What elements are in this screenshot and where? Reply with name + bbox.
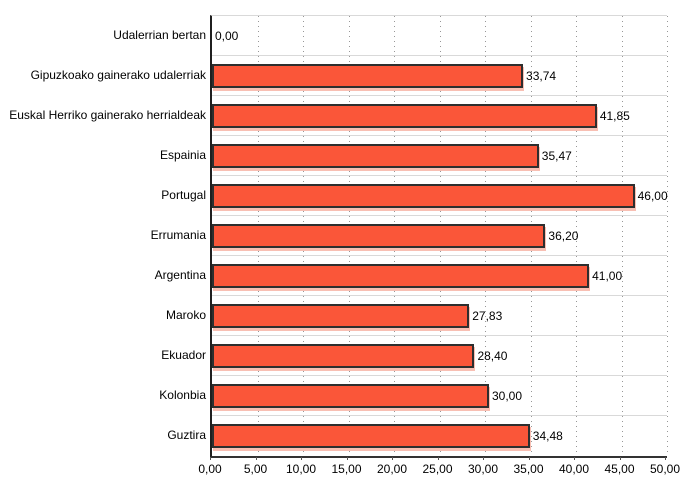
value-label: 30,00: [492, 388, 523, 403]
category-label: Euskal Herriko gainerako herrialdeak: [9, 108, 206, 122]
chart-row: 35,47: [212, 136, 667, 176]
x-tick-mark: [392, 457, 393, 460]
bar: [212, 143, 539, 168]
x-tick-mark: [574, 457, 575, 460]
bar: [212, 383, 489, 408]
chart-row: 41,85: [212, 96, 667, 136]
value-label: 33,74: [526, 68, 557, 83]
category-label: Ekuador: [161, 348, 206, 362]
chart-row: 41,00: [212, 256, 667, 296]
x-tick-label: 40,00: [558, 462, 590, 476]
bar: [212, 263, 590, 288]
x-tick-label: 10,00: [285, 462, 317, 476]
value-label: 46,00: [637, 188, 668, 203]
category-label: Espainia: [159, 148, 206, 162]
gridline: [667, 16, 668, 456]
plot-area: 0,00 33,74 41,85 35,47 46,00 36,20 41,00 27,83 2…: [210, 15, 668, 458]
x-tick-mark: [483, 457, 484, 460]
value-label: 34,48: [532, 429, 563, 443]
value-label: 41,85: [599, 108, 630, 123]
chart-row: 30,00: [212, 376, 667, 416]
bar-rows: 0,00 33,74 41,85 35,47 46,00 36,20 41,00 27,83 2…: [212, 16, 668, 456]
x-tick-mark: [665, 457, 666, 460]
category-label: Maroko: [165, 308, 206, 322]
category-label: Gipuzkoako gainerako udalerriak: [30, 68, 206, 82]
value-label: 28,40: [477, 348, 508, 363]
x-tick-mark: [528, 457, 530, 460]
bar: [212, 63, 524, 88]
value-label: 35,47: [541, 148, 572, 163]
x-tick-label: 50,00: [649, 462, 681, 476]
gridline: [621, 16, 623, 456]
x-tick-label: 35,00: [513, 462, 544, 476]
x-tick-mark: [301, 457, 302, 460]
category-label: Kolonbia: [159, 388, 206, 402]
chart-row: 34,48: [212, 416, 667, 456]
x-tick-label: 15,00: [331, 462, 362, 476]
chart-row: 33,74: [212, 56, 667, 96]
x-tick-mark: [619, 457, 621, 460]
category-label: Errumania: [150, 228, 206, 242]
category-label: Guztira: [167, 428, 206, 442]
gridline: [576, 16, 577, 456]
bar: [212, 303, 470, 328]
x-tick-label: 45,00: [604, 462, 635, 476]
chart-row: 27,83: [212, 296, 667, 336]
category-label: Portugal: [161, 188, 206, 202]
x-tick-mark: [346, 457, 348, 460]
category-axis: Udalerrian bertan Gipuzkoako gainerako ud…: [0, 15, 206, 455]
bar: [212, 343, 475, 368]
x-tick-mark: [255, 457, 257, 460]
chart-row: 46,00: [212, 176, 668, 216]
bar: [212, 424, 530, 448]
bar: [212, 103, 597, 128]
value-label: 36,20: [548, 228, 579, 243]
category-label: Argentina: [154, 268, 206, 282]
chart-row: 28,40: [212, 336, 667, 376]
value-label: 41,00: [592, 268, 623, 283]
value-label: 27,83: [472, 308, 503, 323]
bar: [212, 223, 546, 248]
chart-row: 0,00: [212, 16, 667, 56]
x-tick-label: 30,00: [467, 462, 499, 476]
x-tick-label: 0,00: [198, 462, 222, 476]
chart-row: 36,20: [212, 216, 667, 256]
x-tick-label: 5,00: [243, 462, 268, 476]
x-axis: 0,00 5,00 10,00 15,00 20,00 25,00 30,00 35,00 40…: [198, 457, 680, 481]
x-tick-mark: [210, 457, 211, 460]
x-tick-label: 20,00: [376, 462, 408, 476]
x-tick-label: 25,00: [422, 462, 453, 476]
x-tick-mark: [437, 457, 439, 460]
value-label: 0,00: [215, 28, 239, 43]
category-label: Udalerrian bertan: [113, 28, 206, 42]
bar: [212, 183, 635, 208]
